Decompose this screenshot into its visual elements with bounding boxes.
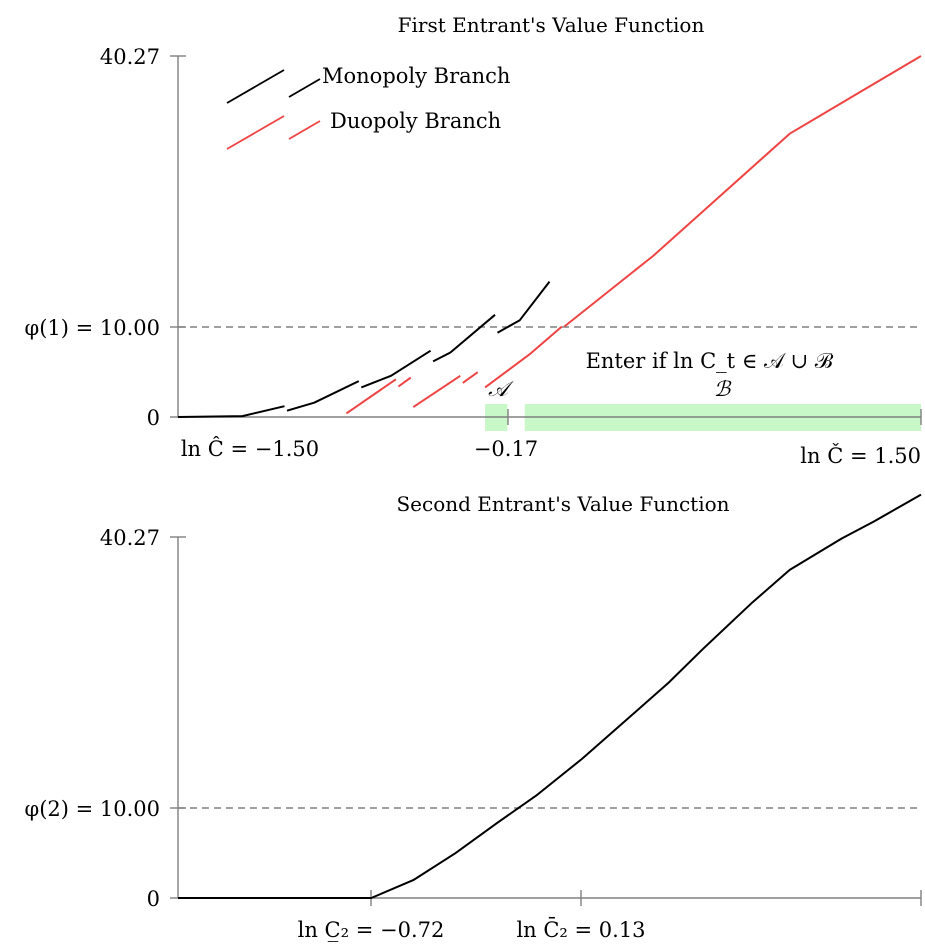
chart1-ytick-label-max: 40.27 xyxy=(100,45,160,69)
region-b-label: ℬ xyxy=(714,377,732,401)
monopoly-branch-segment xyxy=(497,280,551,334)
chart2-title: Second Entrant's Value Function xyxy=(396,492,729,516)
chart1-xtick-label-min: ln Ĉ = −1.50 xyxy=(181,436,319,461)
duopoly-branch-segment xyxy=(412,374,461,408)
duopoly-branch-segment xyxy=(345,378,397,415)
chart2-ytick-label-max: 40.27 xyxy=(100,526,160,550)
second-entrant-value-line xyxy=(178,493,922,899)
monopoly-branch-segment xyxy=(360,349,432,389)
legend-duopoly-swatch xyxy=(226,115,321,150)
legend-duopoly-label: Duopoly Branch xyxy=(330,109,501,133)
duopoly-branch-segment xyxy=(484,325,563,389)
monopoly-branch-segment xyxy=(286,380,360,412)
chart1-ytick-label-zero: 0 xyxy=(147,406,160,430)
chart1-legend: Monopoly Branch Duopoly Branch xyxy=(226,64,510,150)
chart1-xtick-label-a: −0.17 xyxy=(474,437,538,461)
chart1-entry-annotation: Enter if ln C_t ∈ 𝒜 ∪ ℬ xyxy=(586,349,834,373)
duopoly-branch-segment xyxy=(563,55,922,328)
chart2-ytick-label-zero: 0 xyxy=(147,887,160,911)
monopoly-branch-segment xyxy=(177,405,285,418)
legend-monopoly-swatch xyxy=(226,69,321,104)
second-entrant-chart: Second Entrant's Value Function 40.27 φ(… xyxy=(24,492,922,942)
legend-monopoly-label: Monopoly Branch xyxy=(322,64,510,88)
duopoly-branch-segment xyxy=(397,376,412,388)
monopoly-branch-segment xyxy=(432,314,496,363)
chart1-ytick-label-threshold: φ(1) = 10.00 xyxy=(24,316,160,340)
first-entrant-chart: First Entrant's Value Function 40.27 φ(1… xyxy=(24,13,922,468)
chart1-title: First Entrant's Value Function xyxy=(398,13,705,37)
chart1-xtick-label-max: ln Č = 1.50 xyxy=(800,443,921,468)
chart2-ytick-label-threshold: φ(2) = 10.00 xyxy=(24,797,160,821)
chart2-xtick-label-high: ln C̄₂ = 0.13 xyxy=(516,917,645,942)
chart2-xtick-label-low: ln C̲₂ = −0.72 xyxy=(298,918,445,942)
duopoly-branch-segment xyxy=(462,371,479,384)
region-a-label: 𝒜 xyxy=(488,377,514,401)
